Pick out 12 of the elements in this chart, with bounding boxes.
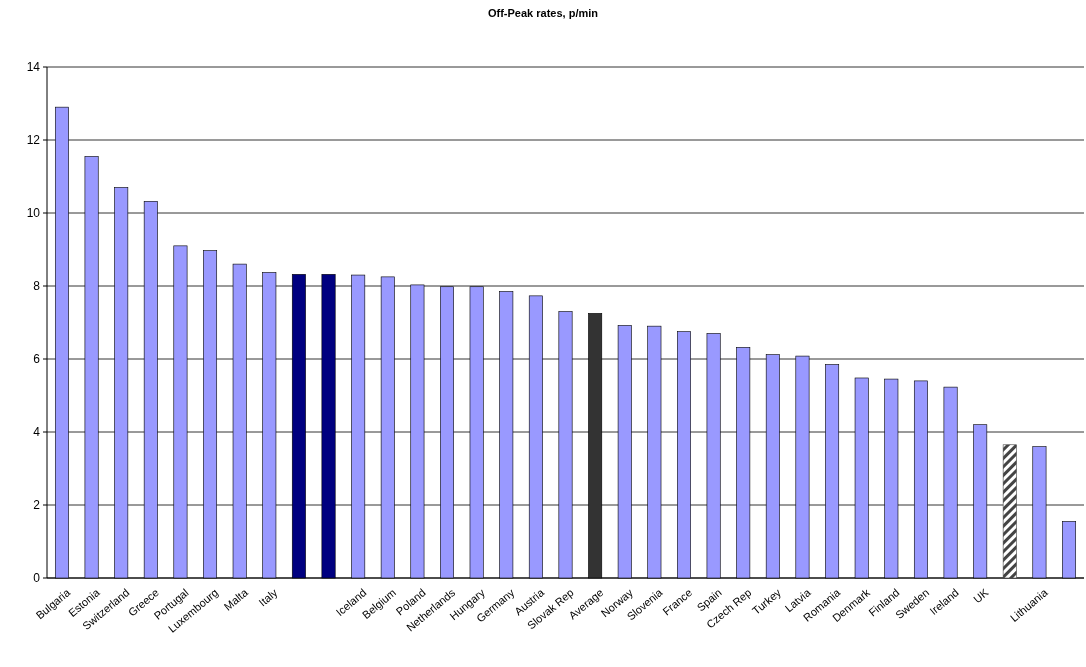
x-tick-label: Italy [256, 585, 280, 609]
bar [1002, 444, 1017, 579]
y-tick-label: 8 [33, 279, 41, 294]
y-tick-label: 6 [33, 352, 41, 367]
y-tick-label: 4 [33, 425, 41, 440]
y-tick-label: 2 [33, 498, 41, 513]
y-tick-label: 0 [33, 571, 41, 586]
y-tick-label: 12 [26, 133, 41, 148]
x-tick-label: UK [971, 585, 991, 606]
chart-title: Off-Peak rates, p/min [487, 7, 599, 19]
y-tick-label: 14 [26, 60, 41, 75]
y-tick-label: 10 [26, 206, 41, 221]
